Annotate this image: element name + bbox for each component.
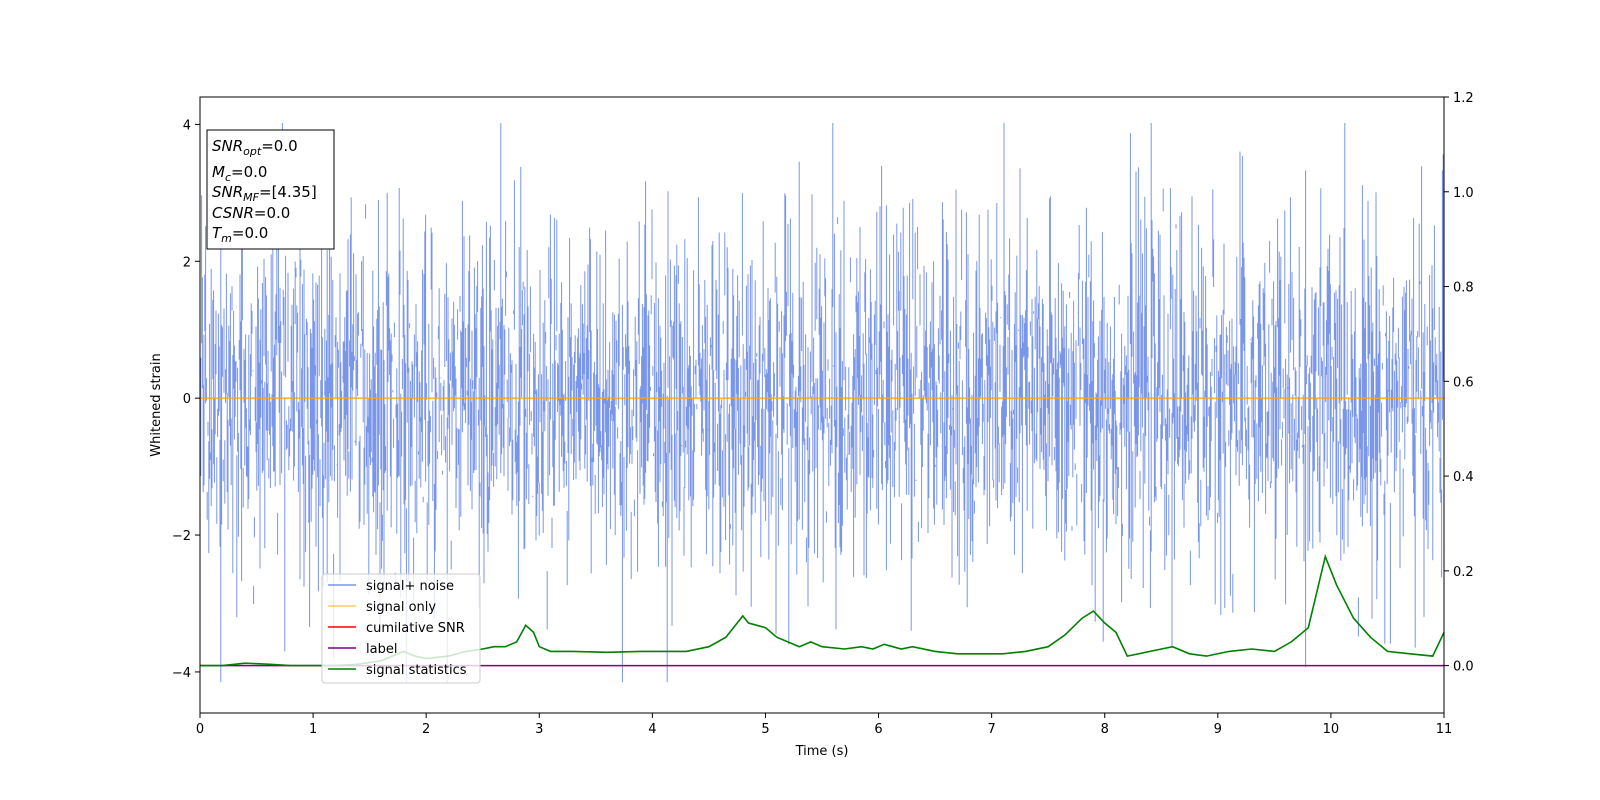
legend-entry: signal only [366,600,436,615]
x-tick-label: 8 [1101,722,1109,737]
x-axis: 0 1 2 3 4 5 6 7 8 9 10 11 [196,713,1452,737]
y2-tick-label: 0.0 [1453,660,1474,675]
legend-entry: cumilative SNR [366,621,465,636]
annotation-line: SNRopt=0.0 [212,137,298,158]
plot-frame [199,96,1445,714]
x-tick-label: 0 [196,722,204,737]
y-tick-label: −2 [172,529,191,544]
x-tick-label: 1 [309,722,317,737]
y2-tick-label: 0.2 [1453,565,1474,580]
x-tick-label: 3 [535,722,543,737]
legend-entry: signal statistics [366,663,467,678]
x-tick-label: 9 [1214,722,1222,737]
y2-tick-label: 0.6 [1453,375,1474,390]
legend-frame [321,573,481,684]
x-tick-label: 5 [761,722,769,737]
y-tick-label: 0 [183,392,191,407]
legend-entry: signal+ noise [366,579,454,594]
x-axis-title: Time (s) [795,744,849,759]
legend-entry: label [366,642,397,657]
x-tick-label: 7 [987,722,995,737]
legend: signal+ noise signal only cumilative SNR la… [321,573,481,684]
x-tick-label: 11 [1436,722,1453,737]
y-axis-title: Whitened strain [149,353,164,456]
x-tick-label: 10 [1323,722,1340,737]
annotation-line: CSNR=0.0 [212,204,290,222]
y-axis-left: 4 2 0 −2 −4 [172,118,200,681]
x-tick-label: 6 [874,722,882,737]
y2-tick-label: 0.4 [1453,470,1474,485]
annotation-line: Mc=0.0 [212,163,267,184]
x-tick-label: 2 [422,722,430,737]
y2-tick-label: 1.2 [1453,91,1474,106]
y2-tick-label: 1.0 [1453,186,1474,201]
y-axis-right: 1.2 1.0 0.8 0.6 0.4 0.2 0.0 [1444,91,1474,675]
annotation-line: Tm=0.0 [212,224,268,245]
y-tick-label: −4 [172,666,191,681]
annotation-box-frame [206,129,335,250]
y2-tick-label: 0.8 [1453,281,1474,296]
annotation-line: SNRMF=[4.35] [212,183,317,204]
y-tick-label: 4 [183,118,191,133]
y-tick-label: 2 [183,255,191,270]
x-tick-label: 4 [648,722,656,737]
